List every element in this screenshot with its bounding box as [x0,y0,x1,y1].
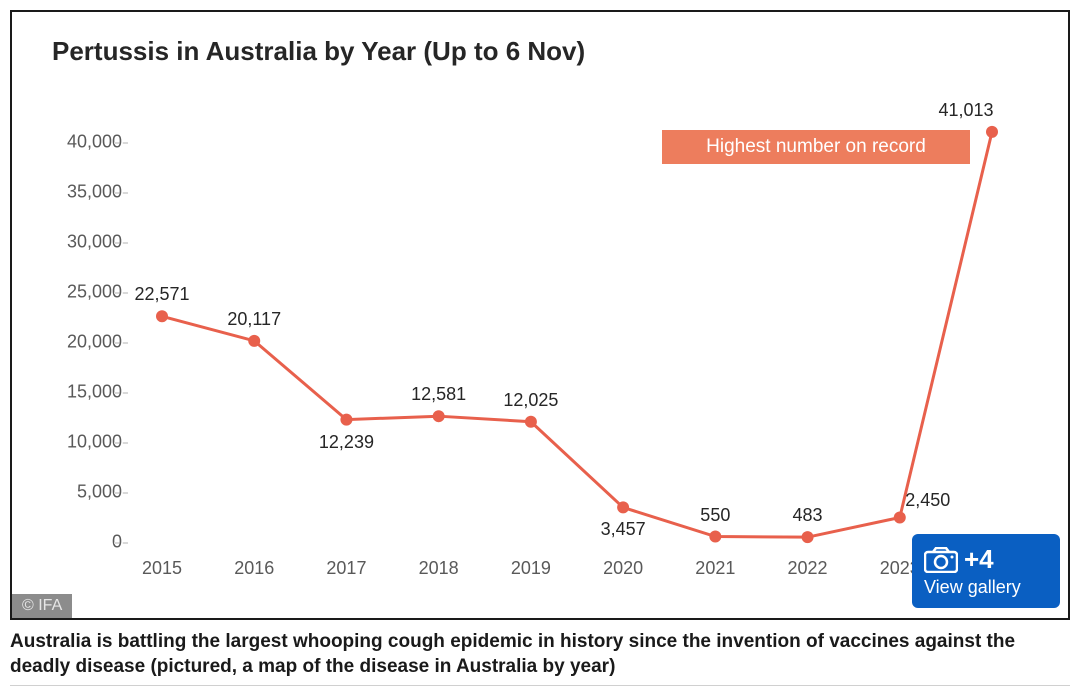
data-marker [986,126,998,138]
y-grid-stub [114,142,128,144]
data-label: 550 [700,505,730,526]
line-chart-svg [132,122,1032,542]
series-line [162,132,992,537]
y-tick-label: 15,000 [12,382,122,403]
data-marker [802,531,814,543]
y-tick-label: 25,000 [12,282,122,303]
data-marker [525,416,537,428]
y-tick-label: 20,000 [12,332,122,353]
data-marker [617,501,629,513]
chart-title: Pertussis in Australia by Year (Up to 6 … [52,36,585,67]
data-label: 2,450 [905,490,950,511]
data-label: 20,117 [227,309,281,330]
gallery-top-row: +4 [924,544,1060,575]
credit-badge: © IFA [12,594,72,618]
y-grid-stub [114,392,128,394]
y-tick-label: 30,000 [12,232,122,253]
x-tick-label: 2017 [326,558,366,579]
y-axis: 05,00010,00015,00020,00025,00030,00035,0… [12,122,132,542]
y-grid-stub [114,492,128,494]
y-grid-stub [114,292,128,294]
y-grid-stub [114,242,128,244]
data-label: 12,025 [503,390,558,411]
gallery-count-label: +4 [964,544,994,575]
data-label: 12,239 [319,432,374,453]
data-marker [248,335,260,347]
x-tick-label: 2019 [511,558,551,579]
y-grid-stub [114,342,128,344]
y-tick-label: 40,000 [12,132,122,153]
plot-area: 22,571 20,117 12,239 12,581 12,025 3,457 550 48… [132,122,1032,542]
data-marker [433,410,445,422]
y-tick-label: 0 [12,532,122,553]
y-tick-label: 10,000 [12,432,122,453]
data-label: 3,457 [601,519,646,540]
data-label: 41,013 [938,100,993,121]
y-tick-label: 35,000 [12,182,122,203]
camera-icon [924,547,958,573]
x-axis: 2015201620172018201920202021202220232024 [132,552,1032,586]
gallery-sub-label: View gallery [924,577,1060,598]
image-caption: Australia is battling the largest whoopi… [10,630,1070,686]
data-label: 22,571 [134,284,189,305]
data-label: 12,581 [411,384,466,405]
x-tick-label: 2016 [234,558,274,579]
x-tick-label: 2015 [142,558,182,579]
annotation-highest-record: Highest number on record [662,130,970,164]
data-marker [156,310,168,322]
y-grid-stub [114,542,128,544]
x-tick-label: 2021 [695,558,735,579]
data-marker [709,531,721,543]
x-tick-label: 2022 [788,558,828,579]
x-tick-label: 2020 [603,558,643,579]
view-gallery-button[interactable]: +4 View gallery [912,534,1060,608]
data-label: 483 [793,505,823,526]
y-tick-label: 5,000 [12,482,122,503]
x-tick-label: 2018 [419,558,459,579]
y-grid-stub [114,442,128,444]
y-grid-stub [114,192,128,194]
data-marker [340,414,352,426]
chart-frame: Pertussis in Australia by Year (Up to 6 … [10,10,1070,620]
data-marker [894,512,906,524]
